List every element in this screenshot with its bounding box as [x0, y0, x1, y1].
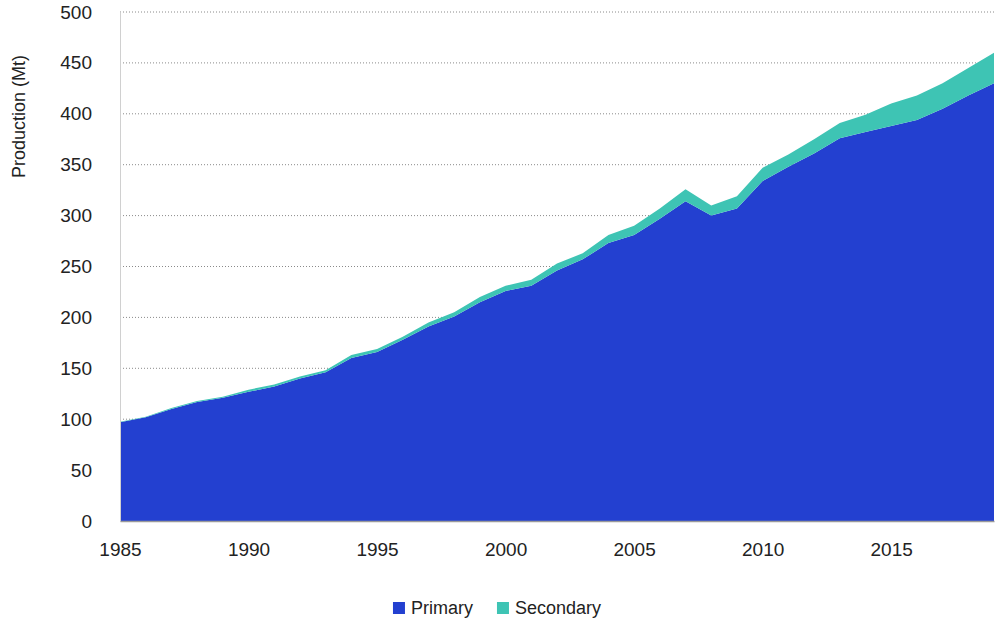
areas [120, 53, 994, 521]
y-tick: 150 [60, 358, 120, 379]
x-tick-label: 2015 [871, 539, 913, 560]
legend-item: Secondary [497, 598, 601, 618]
x-tick-label: 1990 [228, 539, 270, 560]
y-tick-label: 450 [60, 52, 92, 73]
y-tick-label: 300 [60, 205, 92, 226]
y-tick: 200 [60, 307, 120, 328]
legend: Primary Secondary [393, 598, 601, 618]
y-tick: 100 [60, 409, 120, 430]
x-tick: 2010 [742, 521, 784, 560]
x-tick-label: 1985 [99, 539, 141, 560]
y-tick-label: 500 [60, 2, 92, 23]
x-tick: 2005 [613, 521, 655, 560]
area-0 [120, 83, 994, 521]
x-tick: 2015 [871, 521, 913, 560]
x-tick-label: 1995 [356, 539, 398, 560]
y-tick: 0 [81, 511, 120, 532]
legend-item: Primary [393, 598, 473, 618]
chart: 1985 1990 1995 2000 2005 2010 2015 0 50 100 150 200… [0, 0, 1000, 622]
grid [120, 12, 994, 521]
y-axis-line [120, 13, 121, 522]
y-axis-title: Production (Mt) [9, 55, 29, 178]
legend-swatch [497, 602, 509, 614]
x-tick: 1990 [228, 521, 270, 560]
x-tick-label: 2005 [613, 539, 655, 560]
y-tick-label: 250 [60, 256, 92, 277]
grid-line [120, 62, 994, 63]
y-tick: 500 [60, 2, 120, 23]
y-tick: 50 [71, 460, 120, 481]
legend-swatch [393, 602, 405, 614]
y-tick-label: 150 [60, 358, 92, 379]
y-tick-label: 200 [60, 307, 92, 328]
x-axis-line [121, 521, 995, 523]
legend-label: Secondary [515, 598, 601, 618]
x-tick-label: 2000 [485, 539, 527, 560]
area-1 [120, 53, 994, 423]
y-tick: 350 [60, 154, 120, 175]
x-tick: 1995 [356, 521, 398, 560]
x-tick: 2000 [485, 521, 527, 560]
legend-label: Primary [411, 598, 473, 618]
x-tick-label: 2010 [742, 539, 784, 560]
x-tick: 1985 [99, 521, 141, 560]
y-tick: 300 [60, 205, 120, 226]
y-tick: 400 [60, 103, 120, 124]
y-tick-label: 100 [60, 409, 92, 430]
grid-line [120, 12, 994, 13]
y-tick: 450 [60, 52, 120, 73]
grid-line [120, 113, 994, 114]
y-tick-label: 400 [60, 103, 92, 124]
y-tick-label: 0 [81, 511, 92, 532]
y-axis: 0 50 100 150 200 250 300 350 400 450 500 [60, 2, 120, 532]
y-tick-label: 350 [60, 154, 92, 175]
y-tick-label: 50 [71, 460, 92, 481]
x-axis: 1985 1990 1995 2000 2005 2010 2015 [99, 521, 994, 560]
y-tick: 250 [60, 256, 120, 277]
